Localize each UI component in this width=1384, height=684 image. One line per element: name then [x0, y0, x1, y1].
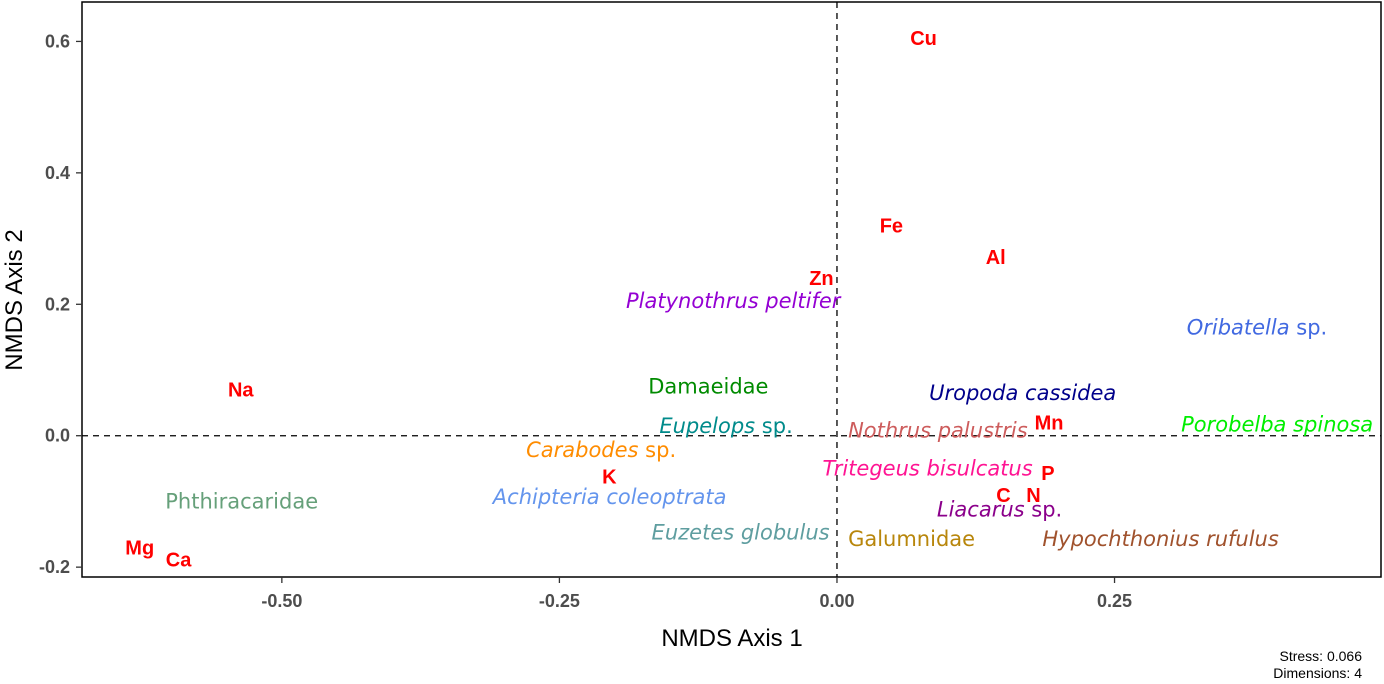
x-tick-label: -0.25 [539, 591, 580, 611]
species-label: Tritegeus bisulcatus [823, 457, 1033, 481]
x-tick-label: 0.25 [1097, 591, 1132, 611]
environment-variable-label: K [602, 466, 617, 488]
x-axis-title: NMDS Axis 1 [661, 625, 802, 652]
environment-variable-label: Zn [809, 268, 833, 290]
y-tick-label: -0.2 [39, 557, 70, 577]
environment-variable-label: N [1026, 485, 1040, 507]
x-tick-label: 0.00 [819, 591, 854, 611]
environment-variable-label: Al [986, 247, 1006, 269]
y-tick-label: 0.0 [45, 426, 70, 446]
stress-note: Stress: 0.066 [1280, 648, 1363, 664]
y-tick-label: 0.6 [45, 31, 70, 51]
species-label: Phthiracaridae [165, 489, 318, 513]
species-label: Galumnidae [848, 527, 975, 551]
x-tick-label: -0.50 [261, 591, 302, 611]
y-tick-label: 0.4 [45, 163, 70, 183]
species-label: Damaeidae [648, 374, 768, 398]
species-label: Carabodes sp. [526, 438, 676, 462]
environment-variable-label: Mg [125, 537, 154, 559]
species-label: Hypochthonius rufulus [1042, 527, 1279, 551]
species-label: Euzetes globulus [652, 520, 830, 544]
dimensions-note: Dimensions: 4 [1273, 665, 1362, 681]
species-label: Platynothrus peltifer [626, 289, 842, 313]
species-label: Uropoda cassidea [929, 381, 1116, 405]
species-label: Liacarus sp. [937, 497, 1062, 521]
species-label: Eupelops sp. [659, 414, 792, 438]
x-axis-ticks: -0.50 -0.25 0.00 0.25 [261, 577, 1132, 611]
environment-variable-label: Fe [880, 215, 903, 237]
species-label: Achipteria coleoptrata [491, 485, 727, 509]
species-labels: Platynothrus peltifer Oribatella sp. Damae… [165, 289, 1373, 551]
plot-panel [81, 1, 1382, 578]
y-axis-ticks: -0.2 0.0 0.2 0.4 0.6 [39, 31, 82, 577]
y-tick-label: 0.2 [45, 294, 70, 314]
environment-variable-label: Na [228, 380, 254, 402]
environment-variable-label: Ca [166, 549, 192, 571]
species-label: Nothrus palustris [848, 418, 1028, 442]
environment-variable-label: P [1041, 463, 1054, 485]
environment-labels: Cu Fe Al Zn Na Mn K P C N Mg Ca [125, 28, 1063, 571]
species-label: Porobelba spinosa [1181, 413, 1373, 437]
y-axis-title: NMDS Axis 2 [1, 229, 28, 370]
environment-variable-label: C [996, 485, 1010, 507]
environment-variable-label: Mn [1035, 413, 1064, 435]
environment-variable-label: Cu [910, 28, 937, 50]
species-label: Oribatella sp. [1187, 315, 1328, 339]
